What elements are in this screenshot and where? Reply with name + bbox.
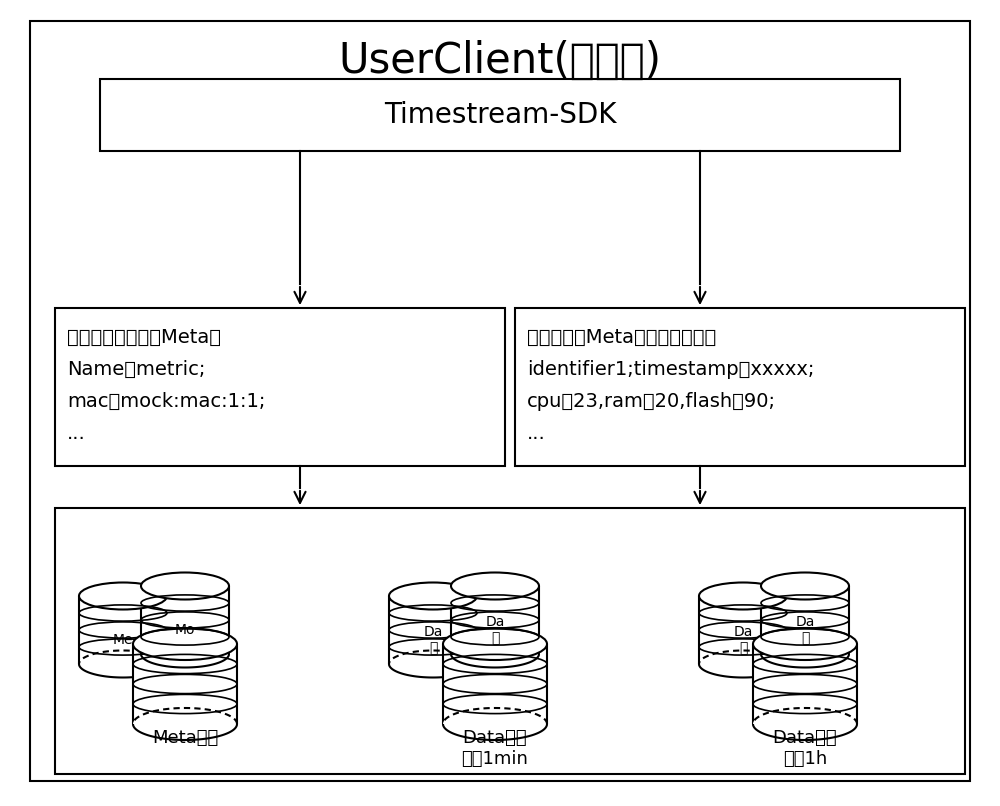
Text: Da
精: Da 精 — [423, 625, 443, 655]
Text: 定时向对应Meta写入监控数据：: 定时向对应Meta写入监控数据： — [527, 328, 716, 347]
Ellipse shape — [79, 583, 167, 609]
Ellipse shape — [451, 641, 539, 667]
Bar — [699, 596, 787, 664]
Text: mac＝mock:mac:1:1;: mac＝mock:mac:1:1; — [67, 392, 265, 411]
Bar — [79, 596, 167, 664]
Ellipse shape — [761, 572, 849, 600]
Ellipse shape — [761, 641, 849, 667]
Ellipse shape — [753, 628, 857, 660]
Ellipse shape — [133, 628, 237, 660]
Ellipse shape — [389, 583, 477, 609]
Ellipse shape — [79, 650, 167, 678]
Text: 增加新机器，写入Meta：: 增加新机器，写入Meta： — [67, 328, 221, 347]
Text: ...: ... — [67, 424, 86, 443]
Ellipse shape — [389, 650, 477, 678]
Ellipse shape — [699, 583, 787, 609]
Text: Data数据
精度1min: Data数据 精度1min — [462, 729, 528, 768]
Text: Da
精: Da 精 — [795, 615, 815, 646]
Bar — [133, 644, 237, 724]
Ellipse shape — [699, 650, 787, 678]
Ellipse shape — [141, 641, 229, 667]
Text: cpu＝23,ram＝20,flash＝90;: cpu＝23,ram＝20,flash＝90; — [527, 392, 776, 411]
Bar — [451, 586, 539, 654]
Bar — [443, 644, 547, 724]
Text: Data数据
精度1h: Data数据 精度1h — [773, 729, 837, 768]
Ellipse shape — [141, 572, 229, 600]
Text: Da
精: Da 精 — [485, 615, 505, 646]
Text: ...: ... — [527, 424, 546, 443]
Bar — [55, 508, 965, 774]
Text: Da
精: Da 精 — [733, 625, 753, 655]
Bar — [515, 308, 965, 466]
Text: Meta数据: Meta数据 — [152, 729, 218, 747]
Text: Name＝metric;: Name＝metric; — [67, 360, 205, 379]
Ellipse shape — [451, 572, 539, 600]
Ellipse shape — [443, 628, 547, 660]
Bar — [141, 586, 229, 654]
Bar — [753, 644, 857, 724]
Bar — [55, 308, 505, 466]
Text: UserClient(写数据): UserClient(写数据) — [338, 40, 662, 82]
Text: Me: Me — [113, 634, 133, 647]
Ellipse shape — [753, 708, 857, 740]
Ellipse shape — [443, 708, 547, 740]
Text: identifier1;timestamp＝xxxxx;: identifier1;timestamp＝xxxxx; — [527, 360, 814, 379]
Ellipse shape — [133, 708, 237, 740]
Bar — [761, 586, 849, 654]
Bar — [389, 596, 477, 664]
Bar — [100, 79, 900, 151]
Text: Timestream-SDK: Timestream-SDK — [384, 101, 616, 129]
Text: Mo: Mo — [175, 623, 195, 638]
